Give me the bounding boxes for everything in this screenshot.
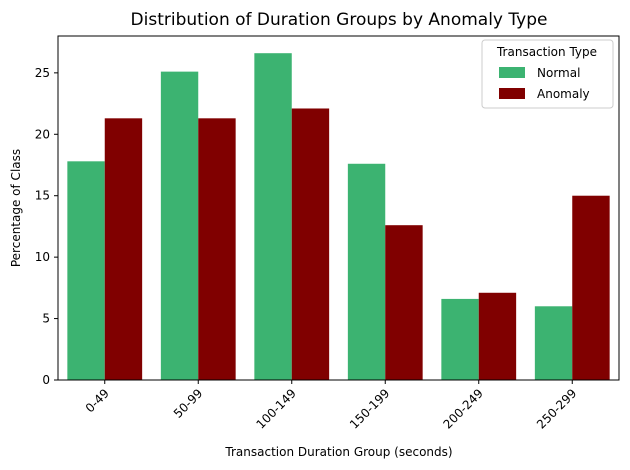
chart-title: Distribution of Duration Groups by Anoma… <box>131 10 548 30</box>
bar-normal-0-49 <box>67 161 105 380</box>
x-tick-label: 0-49 <box>83 386 112 415</box>
bar-anomaly-150-199 <box>385 225 423 380</box>
y-tick-label: 15 <box>35 189 50 203</box>
legend-label-normal: Normal <box>537 66 580 80</box>
bar-anomaly-250-299 <box>572 195 610 380</box>
bar-anomaly-0-49 <box>104 118 143 381</box>
y-tick-label: 10 <box>35 250 50 264</box>
legend: Transaction Type Normal Anomaly <box>481 39 614 109</box>
y-axis: 0 5 10 15 20 25 <box>35 66 58 387</box>
plot-frame <box>57 35 620 381</box>
legend-title: Transaction Type <box>496 45 597 59</box>
x-tick-label: 150-199 <box>347 386 392 431</box>
bar-anomaly-100-149 <box>291 108 330 380</box>
bar-normal-100-149 <box>254 53 292 380</box>
bar-normal-50-99 <box>160 71 199 380</box>
x-axis-label: Transaction Duration Group (seconds) <box>224 445 452 459</box>
x-tick-label: 50-99 <box>171 386 206 421</box>
bar-anomaly-50-99 <box>198 118 236 381</box>
bar-normal-200-249 <box>441 298 479 380</box>
legend-swatch-normal <box>499 67 525 78</box>
x-axis: 0-49 50-99 100-149 150-199 200-249 250-299 <box>83 380 579 432</box>
bar-normal-150-199 <box>347 163 386 380</box>
bars-layer <box>67 53 610 381</box>
x-tick-label: 200-249 <box>441 386 486 431</box>
y-tick-label: 5 <box>42 312 50 326</box>
y-axis-label: Percentage of Class <box>9 149 23 267</box>
y-tick-label: 0 <box>42 373 50 387</box>
bar-anomaly-200-249 <box>478 292 517 380</box>
x-tick-label: 250-299 <box>534 386 579 431</box>
legend-label-anomaly: Anomaly <box>537 87 590 101</box>
x-tick-label: 100-149 <box>254 386 299 431</box>
legend-swatch-anomaly <box>499 88 525 99</box>
bar-normal-250-299 <box>534 306 573 380</box>
y-tick-label: 25 <box>35 66 50 80</box>
y-tick-label: 20 <box>35 127 50 141</box>
